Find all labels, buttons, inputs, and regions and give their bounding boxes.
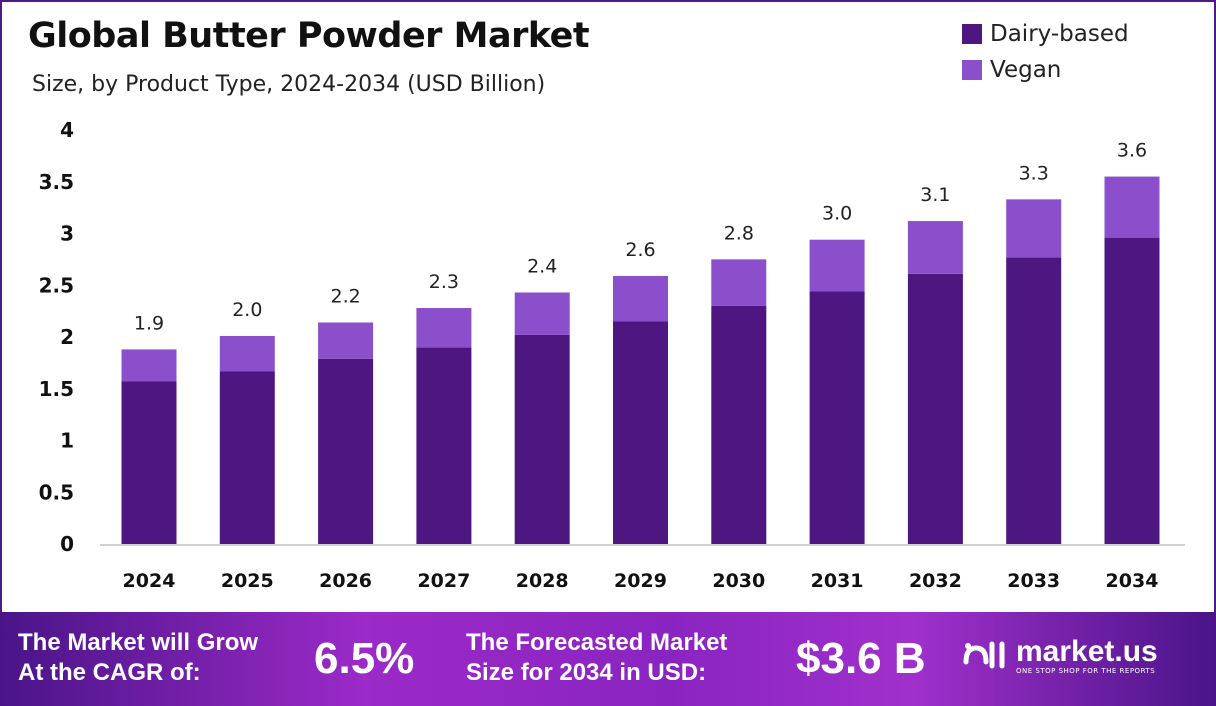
bar-vegan-2025 <box>219 335 275 372</box>
bar-vegan-2034 <box>1104 176 1160 238</box>
legend-item-vegan: Vegan <box>962 52 1129 88</box>
y-tick-label: 2.5 <box>39 273 74 297</box>
legend-label: Vegan <box>990 57 1062 83</box>
bar-vegan-2027 <box>416 308 472 348</box>
y-tick-label: 1.5 <box>39 377 74 401</box>
y-tick-label: 4 <box>60 118 74 142</box>
bar-chart: 0 0.5 1 1.5 2 2.5 3 3.5 4 1.9 2024 2.0 2025 2.2 2026 2.… <box>39 118 1185 592</box>
bar-dairy-based-2027 <box>416 347 472 544</box>
market-us-logo: market.us ONE STOP SHOP FOR THE REPORTS <box>962 636 1158 676</box>
y-tick-label: 1 <box>60 429 74 453</box>
bar-vegan-2032 <box>907 221 963 274</box>
cagr-value: 6.5% <box>314 634 415 683</box>
logo-icon <box>963 641 1005 669</box>
data-label: 3.1 <box>920 184 950 206</box>
chart-frame <box>0 0 1216 612</box>
bar-dairy-based-2030 <box>711 305 767 544</box>
bar-vegan-2030 <box>711 259 767 306</box>
legend: Dairy-based Vegan <box>962 16 1129 88</box>
data-label: 1.9 <box>134 312 164 334</box>
y-tick-label: 2 <box>60 325 74 349</box>
bar-dairy-based-2031 <box>809 291 865 544</box>
data-label: 2.2 <box>330 286 360 308</box>
bar-dairy-based-2032 <box>907 273 963 544</box>
x-tick-label: 2024 <box>123 570 176 592</box>
bar-dairy-based-2026 <box>318 358 374 544</box>
bar-dairy-based-2033 <box>1006 257 1062 544</box>
data-label: 2.3 <box>429 271 459 293</box>
bar-dairy-based-2028 <box>514 334 570 544</box>
legend-label: Dairy-based <box>990 21 1129 47</box>
x-tick-label: 2026 <box>319 570 372 592</box>
data-label: 2.8 <box>724 222 754 244</box>
forecast-label: The Forecasted Market Size for 2034 in US… <box>466 629 728 686</box>
data-label: 3.6 <box>1117 140 1147 162</box>
y-tick-label: 3.5 <box>39 170 74 194</box>
chart-title: Global Butter Powder Market <box>28 16 590 56</box>
data-label: 2.0 <box>232 299 262 321</box>
data-label: 2.4 <box>527 255 557 277</box>
data-label: 3.3 <box>1019 162 1049 184</box>
x-tick-label: 2029 <box>614 570 667 592</box>
y-tick-label: 0 <box>60 532 74 556</box>
x-tick-label: 2030 <box>712 570 765 592</box>
x-tick-label: 2025 <box>221 570 274 592</box>
bar-vegan-2024 <box>121 349 177 382</box>
data-label: 3.0 <box>822 203 852 225</box>
forecast-value: $3.6 B <box>796 634 926 683</box>
y-tick-label: 0.5 <box>39 480 74 504</box>
bar-vegan-2029 <box>613 275 668 322</box>
chart-subtitle: Size, by Product Type, 2024-2034 (USD Bi… <box>32 72 546 97</box>
data-label: 2.6 <box>625 239 655 261</box>
y-tick-label: 3 <box>60 222 74 246</box>
legend-swatch <box>962 60 982 80</box>
footer-banner: The Market will Grow At the CAGR of: 6.5%… <box>0 612 1216 706</box>
bar-vegan-2033 <box>1006 199 1062 258</box>
bar-dairy-based-2024 <box>121 381 177 544</box>
legend-item-dairy: Dairy-based <box>962 16 1129 52</box>
bar-dairy-based-2025 <box>219 371 275 544</box>
bar-vegan-2028 <box>514 292 570 335</box>
bar-vegan-2031 <box>809 239 865 292</box>
legend-swatch <box>962 24 982 44</box>
x-tick-label: 2027 <box>417 570 470 592</box>
cagr-label: The Market will Grow At the CAGR of: <box>18 629 259 686</box>
x-tick-label: 2034 <box>1106 570 1159 592</box>
bar-dairy-based-2034 <box>1104 237 1160 544</box>
bar-dairy-based-2029 <box>613 321 668 544</box>
bar-vegan-2026 <box>318 322 374 359</box>
x-tick-label: 2031 <box>811 570 864 592</box>
x-tick-label: 2033 <box>1007 570 1060 592</box>
x-tick-label: 2032 <box>909 570 962 592</box>
x-tick-label: 2028 <box>516 570 569 592</box>
